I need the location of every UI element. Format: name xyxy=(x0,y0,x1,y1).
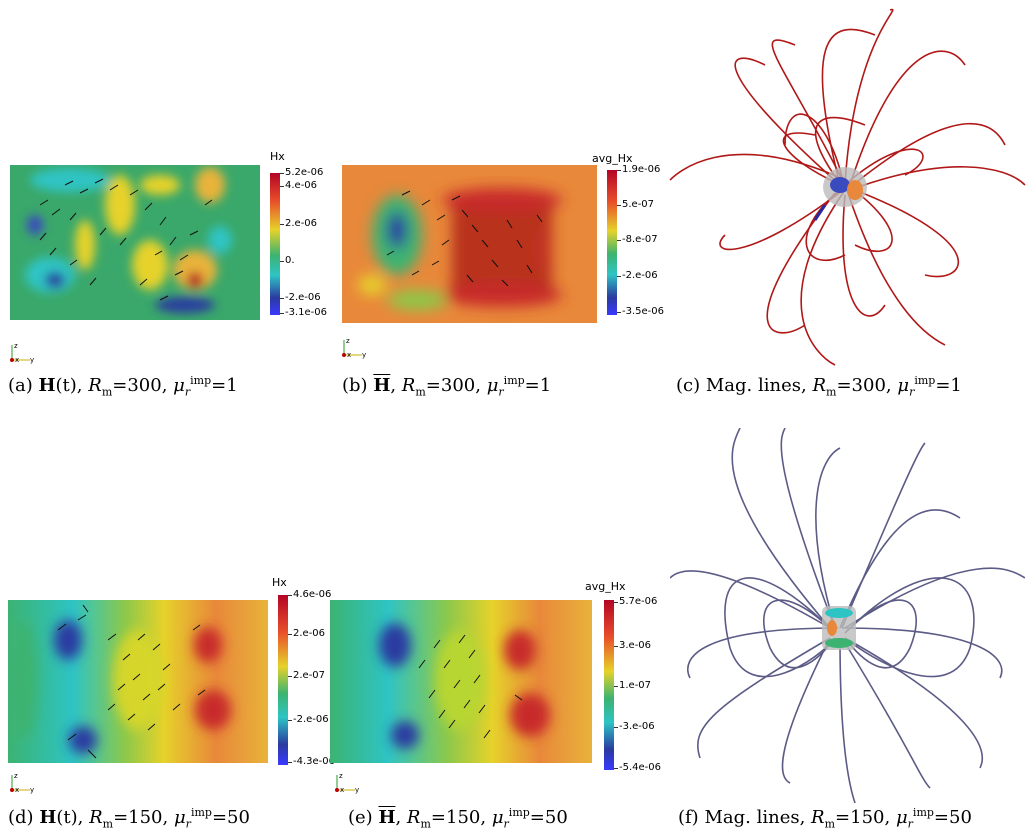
colorbar-b-tick: 5.e-07 xyxy=(616,199,655,210)
svg-text:z: z xyxy=(14,772,18,780)
svg-text:y: y xyxy=(30,786,34,794)
caption-b: (b) H, Rm=300, μrimp=1 xyxy=(342,374,552,399)
svg-text:y: y xyxy=(355,786,359,794)
axes-triad-a: z x y xyxy=(10,342,34,364)
magnetic-lines-c xyxy=(669,8,1026,366)
colorbar-d-tick: 2.e-06 xyxy=(287,628,326,639)
svg-text:y: y xyxy=(362,351,366,359)
colorbar-d-tick: 4.6e-06 xyxy=(287,589,332,600)
colorbar-d-tick: -4.3e-06 xyxy=(288,756,335,767)
colorbar-b-title: avg_Hx xyxy=(592,152,633,165)
colorbar-e-tick: 1.e-07 xyxy=(613,680,652,691)
colorbar-a xyxy=(270,173,280,315)
colorbar-a-tick: -3.1e-06 xyxy=(280,307,327,318)
colorbar-a-tick: 4.e-06 xyxy=(279,180,318,191)
axes-triad-b: z x y xyxy=(342,337,366,359)
colorbar-b-tick: 1.9e-06 xyxy=(616,164,661,175)
colorbar-a-title: Hx xyxy=(270,150,285,163)
svg-text:y: y xyxy=(30,356,34,364)
svg-text:z: z xyxy=(339,772,343,780)
colorbar-a-tick: 5.2e-06 xyxy=(279,167,324,178)
caption-e: (e) H, Rm=150, μrimp=50 xyxy=(348,806,568,831)
caption-d: (d) H(t), Rm=150, μrimp=50 xyxy=(8,806,250,831)
colorbar-a-tick: 0. xyxy=(280,255,295,266)
colorbar-b-tick: -8.e-07 xyxy=(617,234,658,245)
colorbar-e-tick: 5.7e-06 xyxy=(613,596,658,607)
field-map-b xyxy=(342,165,597,323)
colorbar-e xyxy=(604,600,614,770)
svg-text:x: x xyxy=(15,356,19,364)
svg-text:z: z xyxy=(14,342,18,350)
svg-text:x: x xyxy=(15,786,19,794)
colorbar-b-tick: -2.e-06 xyxy=(617,270,658,281)
colorbar-e-tick: 3.e-06 xyxy=(613,640,652,651)
colorbar-e-tick: -5.4e-06 xyxy=(614,762,661,773)
field-map-a xyxy=(10,165,260,320)
caption-a: (a) H(t), Rm=300, μrimp=1 xyxy=(8,374,238,399)
colorbar-d-tick: -2.e-06 xyxy=(288,714,329,725)
colorbar-a-tick: -2.e-06 xyxy=(280,292,321,303)
svg-text:x: x xyxy=(347,351,351,359)
colorbar-e-title: avg_Hx xyxy=(585,580,626,593)
caption-c: (c) Mag. lines, Rm=300, μrimp=1 xyxy=(676,374,962,399)
colorbar-b-tick: -3.5e-06 xyxy=(617,306,664,317)
colorbar-d xyxy=(278,595,288,765)
magnetic-lines-f xyxy=(670,428,1025,803)
colorbar-d-title: Hx xyxy=(272,576,287,589)
axes-triad-d: z x y xyxy=(10,772,34,794)
colorbar-b xyxy=(607,170,617,315)
field-map-d xyxy=(8,600,268,763)
svg-text:z: z xyxy=(346,337,350,345)
caption-f: (f) Mag. lines, Rm=150, μrimp=50 xyxy=(678,806,972,831)
colorbar-a-tick: 2.e-06 xyxy=(279,218,318,229)
svg-text:x: x xyxy=(340,786,344,794)
colorbar-e-tick: -3.e-06 xyxy=(614,721,655,732)
colorbar-d-tick: 2.e-07 xyxy=(287,670,326,681)
axes-triad-e: z x y xyxy=(335,772,359,794)
field-map-e xyxy=(330,600,592,763)
